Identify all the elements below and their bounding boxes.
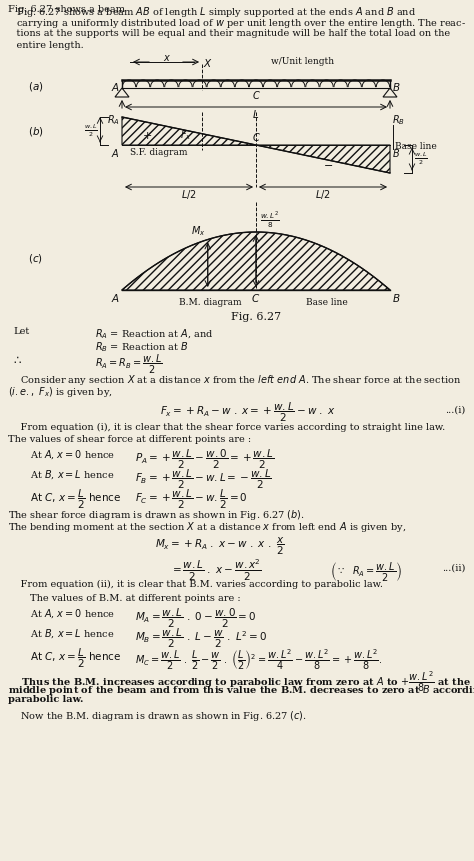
- Text: $L/2$: $L/2$: [315, 188, 331, 201]
- Text: $C$: $C$: [252, 89, 260, 101]
- Text: Fig. 6.27: Fig. 6.27: [231, 312, 281, 322]
- Text: Let: Let: [13, 327, 29, 336]
- Text: tions at the supports will be equal and their magnitude will be half the total l: tions at the supports will be equal and …: [4, 29, 450, 38]
- Text: Base line: Base line: [395, 142, 437, 151]
- Text: $R_A = R_B = \dfrac{w.L}{2}$: $R_A = R_B = \dfrac{w.L}{2}$: [95, 353, 163, 376]
- Text: $R_A$: $R_A$: [107, 113, 120, 127]
- Text: $M_C = \dfrac{w.L}{2}\ .\ \dfrac{L}{2} - \dfrac{w}{2}\ .\ \left(\dfrac{L}{2}\rig: $M_C = \dfrac{w.L}{2}\ .\ \dfrac{L}{2} -…: [135, 647, 382, 672]
- Text: $\frac{w.L^2}{8}$: $\frac{w.L^2}{8}$: [260, 210, 280, 230]
- Text: ...(ii): ...(ii): [442, 564, 465, 573]
- Text: At $C$, $x = \dfrac{L}{2}$ hence: At $C$, $x = \dfrac{L}{2}$ hence: [30, 647, 121, 670]
- Text: $L/2$: $L/2$: [181, 188, 197, 201]
- Text: $M_B = \dfrac{w.L}{2}\ .\ L - \dfrac{w}{2}\ .\ L^2 = 0$: $M_B = \dfrac{w.L}{2}\ .\ L - \dfrac{w}{…: [135, 627, 267, 650]
- Text: $\therefore$: $\therefore$: [11, 353, 22, 366]
- Text: $C$: $C$: [252, 131, 260, 143]
- Text: Now the B.M. diagram is drawn as shown in Fig. 6.27 $(c)$.: Now the B.M. diagram is drawn as shown i…: [8, 709, 307, 723]
- Text: $\frac{w.L}{2}$: $\frac{w.L}{2}$: [414, 151, 428, 167]
- Text: $F_C = +\dfrac{w.L}{2} - w.\dfrac{L}{2} = 0$: $F_C = +\dfrac{w.L}{2} - w.\dfrac{L}{2} …: [135, 488, 248, 511]
- Text: Base line: Base line: [306, 298, 348, 307]
- Text: parabolic law.: parabolic law.: [8, 695, 83, 704]
- Text: At $A$, $x = 0$ hence: At $A$, $x = 0$ hence: [30, 448, 115, 461]
- Text: At $C$, $x = \dfrac{L}{2}$ hence: At $C$, $x = \dfrac{L}{2}$ hence: [30, 488, 121, 511]
- Text: w/Unit length: w/Unit length: [271, 57, 334, 66]
- Text: $(i.e.,\ F_x)$ is given by,: $(i.e.,\ F_x)$ is given by,: [8, 385, 113, 399]
- Text: S.F. diagram: S.F. diagram: [130, 148, 188, 157]
- Text: At $B$, $x = L$ hence: At $B$, $x = L$ hence: [30, 468, 114, 480]
- Text: $(b)$: $(b)$: [28, 125, 44, 138]
- Text: $R_B$: $R_B$: [392, 113, 405, 127]
- Text: At $B$, $x = L$ hence: At $B$, $x = L$ hence: [30, 627, 114, 640]
- Text: ...(i): ...(i): [445, 406, 465, 415]
- Text: $F_x = + R_A - w\ .\ x = +\dfrac{w.L}{2} - w\ .\ x$: $F_x = + R_A - w\ .\ x = +\dfrac{w.L}{2}…: [160, 401, 336, 424]
- Text: B.M. diagram: B.M. diagram: [179, 298, 242, 307]
- Text: $-$: $-$: [323, 159, 333, 169]
- Text: carrying a uniformly distributed load of $w$ per unit length over the entire len: carrying a uniformly distributed load of…: [4, 17, 466, 30]
- Text: $C$: $C$: [251, 292, 261, 304]
- Text: middle point of the beam and from this value the B.M. decreases to zero at $B$ a: middle point of the beam and from this v…: [8, 683, 474, 697]
- Text: $A$: $A$: [111, 292, 120, 304]
- Text: The shear force diagram is drawn as shown in Fig. 6.27 $(b)$.: The shear force diagram is drawn as show…: [8, 508, 305, 522]
- Text: The bending moment at the section $X$ at a distance $x$ from left end $A$ is giv: The bending moment at the section $X$ at…: [8, 520, 406, 534]
- Text: $M_x = + R_A\ .\ x - w\ .\ x\ .\ \dfrac{x}{2}$: $M_x = + R_A\ .\ x - w\ .\ x\ .\ \dfrac{…: [155, 536, 285, 557]
- Text: $(c)$: $(c)$: [28, 251, 43, 264]
- Text: $L$: $L$: [253, 108, 260, 120]
- Text: $R_B$ = Reaction at $B$: $R_B$ = Reaction at $B$: [95, 340, 189, 354]
- Text: The values of shear force at different points are :: The values of shear force at different p…: [8, 435, 251, 444]
- Text: From equation (ii), it is clear that B.M. varies according to parabolic law.: From equation (ii), it is clear that B.M…: [8, 580, 383, 589]
- Text: $(a)$: $(a)$: [28, 80, 44, 93]
- Text: entire length.: entire length.: [4, 41, 84, 50]
- Text: Fig. 6.27 shows a beam: Fig. 6.27 shows a beam: [8, 5, 128, 14]
- Text: $x$: $x$: [163, 53, 171, 63]
- Text: $\frac{w.L}{2}$: $\frac{w.L}{2}$: [84, 122, 98, 139]
- Text: $F_x$: $F_x$: [180, 128, 191, 142]
- Text: Fig. 6.27 shows a beam $AB$ of length $L$ simply supported at the ends $A$ and $: Fig. 6.27 shows a beam $AB$ of length $L…: [4, 5, 416, 19]
- Text: The values of B.M. at different points are :: The values of B.M. at different points a…: [30, 594, 241, 603]
- Text: $A$: $A$: [111, 147, 120, 159]
- Text: $B$: $B$: [392, 147, 400, 159]
- Text: $A$: $A$: [111, 81, 120, 93]
- Text: $M_x$: $M_x$: [191, 224, 206, 238]
- Text: $P_A = +\dfrac{w.L}{2} - \dfrac{w.0}{2} = +\dfrac{w.L}{2}$: $P_A = +\dfrac{w.L}{2} - \dfrac{w.0}{2} …: [135, 448, 274, 471]
- Text: $M_A = \dfrac{w.L}{2}\ .\ 0 - \dfrac{w.0}{2} = 0$: $M_A = \dfrac{w.L}{2}\ .\ 0 - \dfrac{w.0…: [135, 607, 256, 630]
- Text: $B$: $B$: [392, 81, 401, 93]
- Text: From equation (i), it is clear that the shear force varies according to straight: From equation (i), it is clear that the …: [8, 423, 445, 432]
- Text: $B$: $B$: [392, 292, 401, 304]
- Text: $+$: $+$: [142, 130, 152, 140]
- Text: $X$: $X$: [203, 57, 213, 69]
- Text: Consider any section $X$ at a distance $x$ from the $\it{left\ end\ A}$. The she: Consider any section $X$ at a distance $…: [8, 373, 461, 387]
- Text: Thus the B.M. increases according to parabolic law from zero at $A$ to $+\dfrac{: Thus the B.M. increases according to par…: [8, 669, 471, 694]
- Text: $= \dfrac{w.L}{2}\ .\ x - \dfrac{w.x^2}{2}$: $= \dfrac{w.L}{2}\ .\ x - \dfrac{w.x^2}{…: [170, 558, 262, 583]
- Text: At $A$, $x = 0$ hence: At $A$, $x = 0$ hence: [30, 607, 115, 620]
- Text: $R_A$ = Reaction at $A$, and: $R_A$ = Reaction at $A$, and: [95, 327, 214, 341]
- Text: $F_B = +\dfrac{w.L}{2} - w.L = -\dfrac{w.L}{2}$: $F_B = +\dfrac{w.L}{2} - w.L = -\dfrac{w…: [135, 468, 272, 492]
- Text: $\left(\because\ \ R_A = \dfrac{w.L}{2}\right)$: $\left(\because\ \ R_A = \dfrac{w.L}{2}\…: [330, 561, 402, 584]
